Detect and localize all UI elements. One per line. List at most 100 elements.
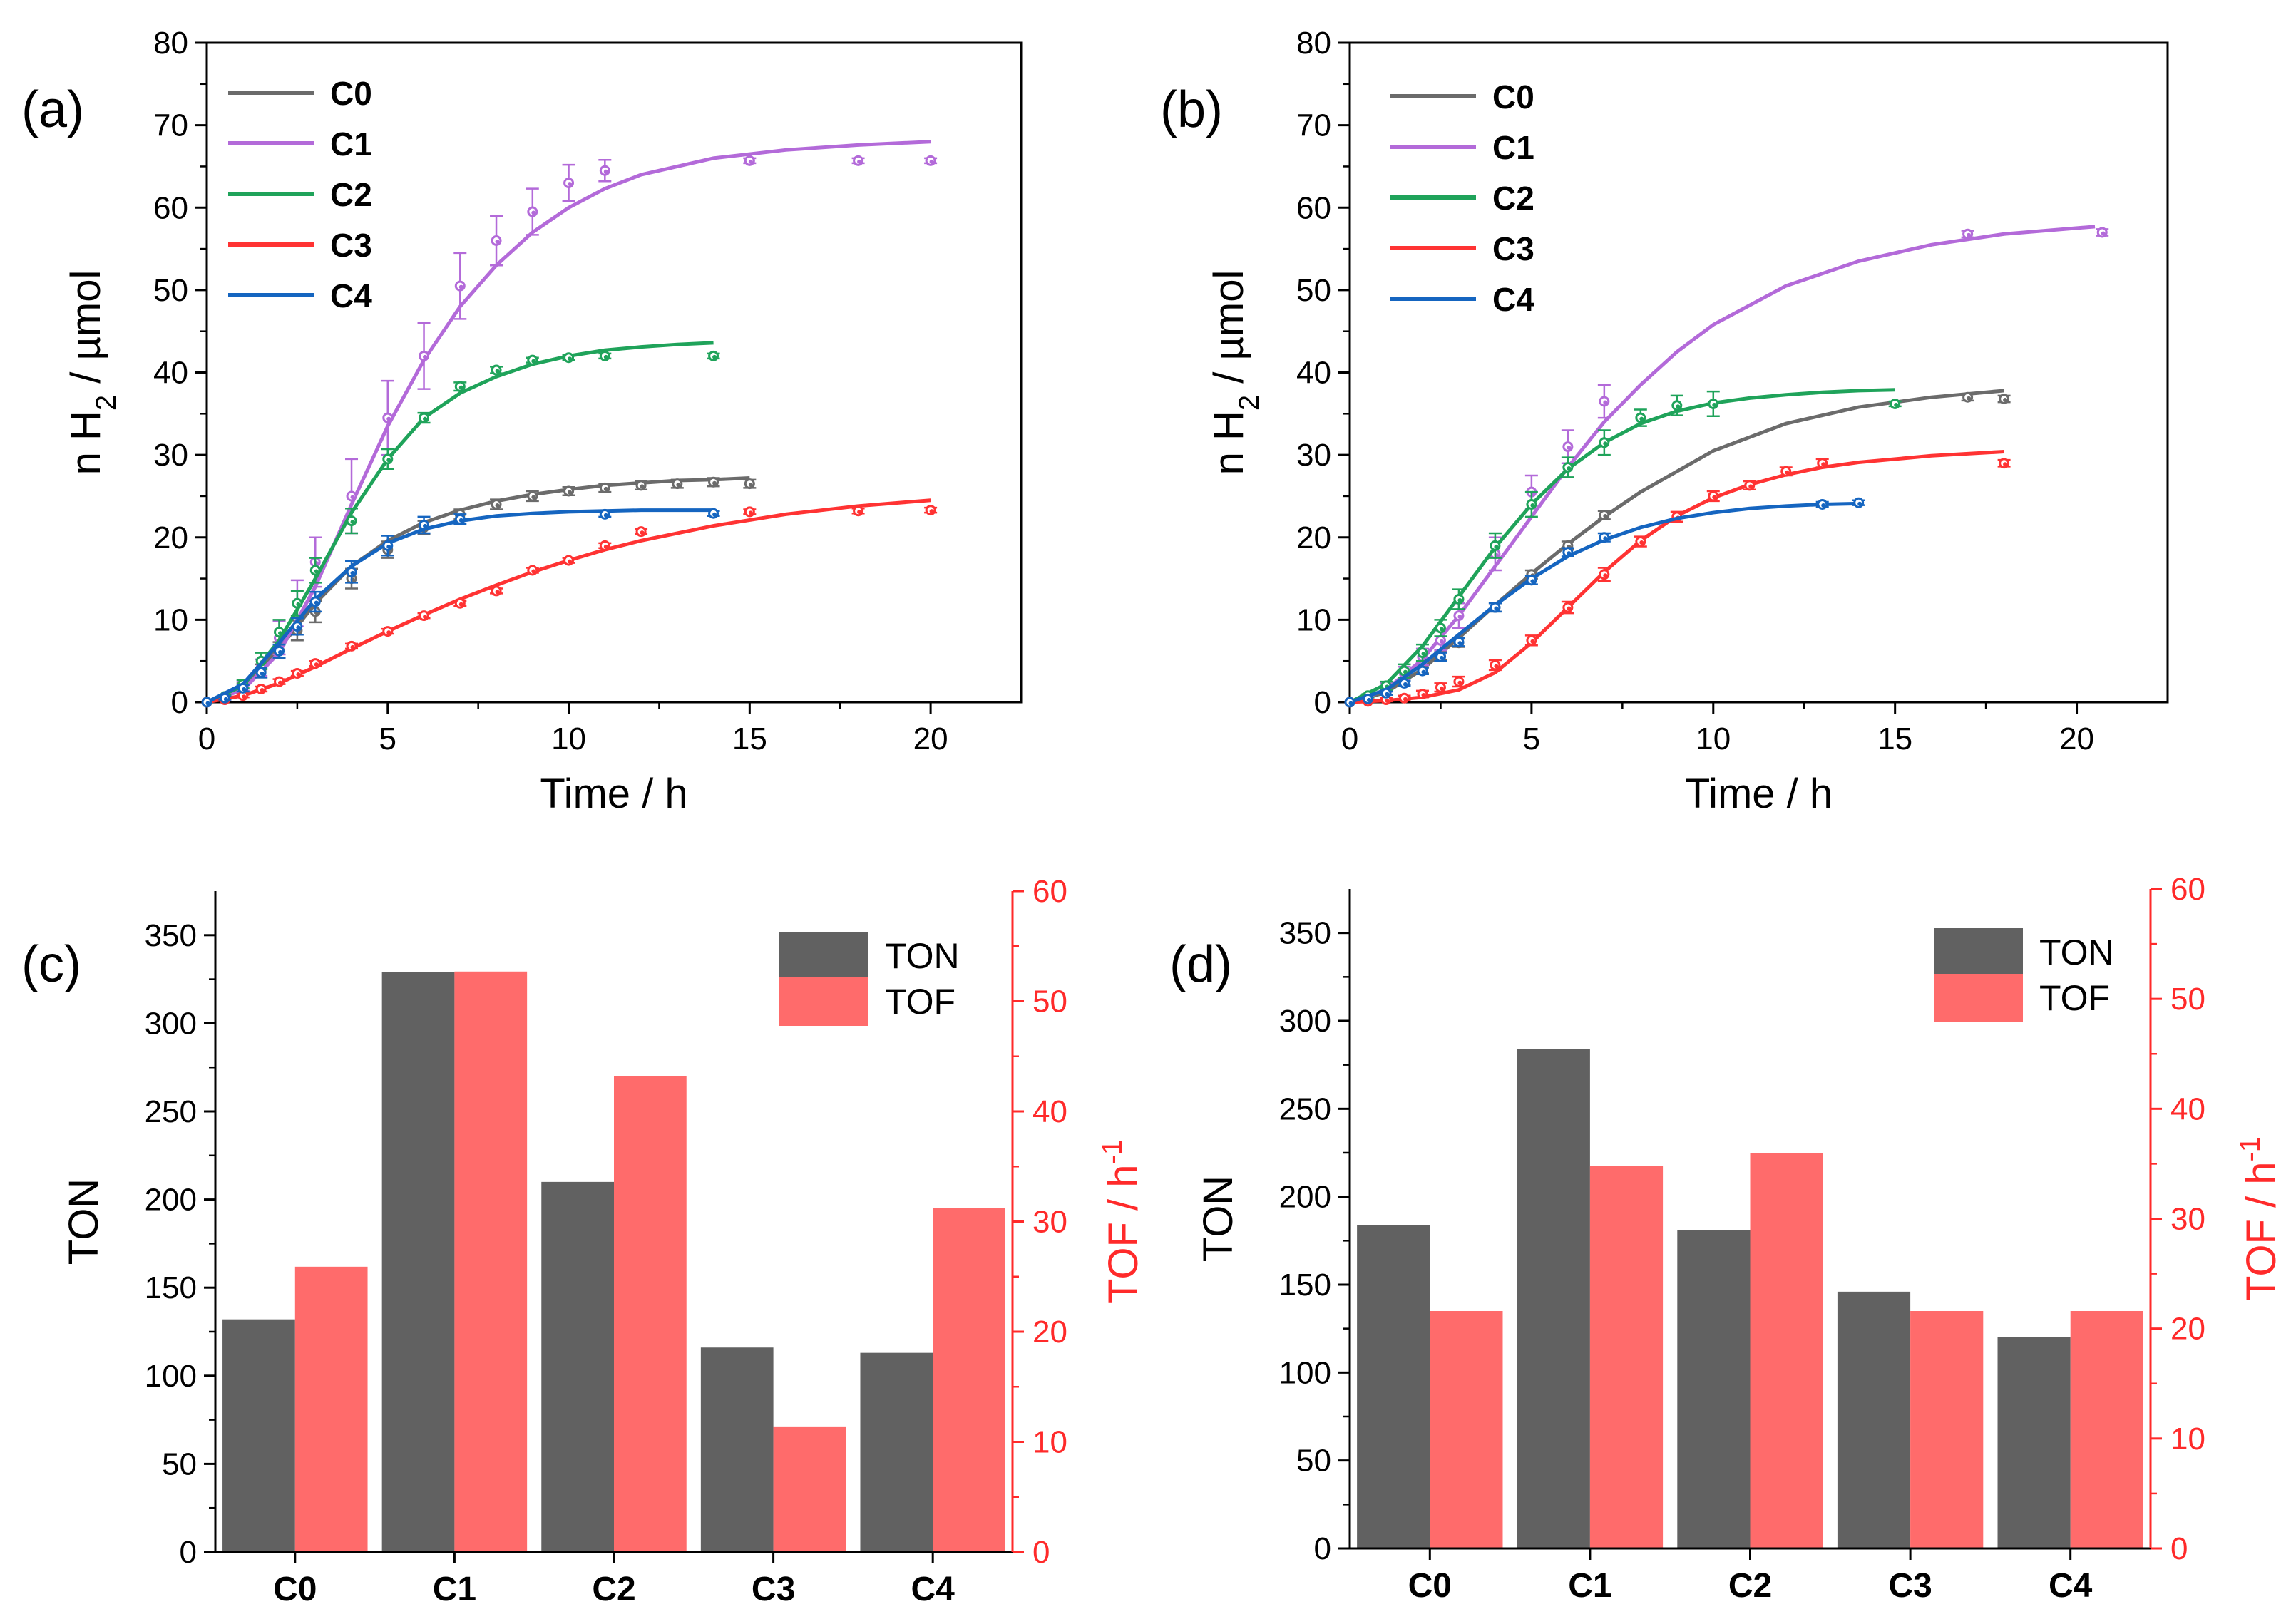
data-point-fill (314, 569, 319, 574)
data-point-fill (712, 480, 717, 485)
bar-TON-C0 (1357, 1225, 1430, 1548)
y-axis-label-main: n H (1206, 411, 1252, 475)
data-point-fill (278, 649, 283, 654)
y2-tick-label: 10 (2170, 1422, 2205, 1456)
series-C3: C3 (1344, 230, 2011, 708)
data-point-fill (260, 688, 265, 692)
legend-label-C1: C1 (1492, 129, 1534, 166)
data-point-fill (1639, 540, 1644, 545)
category-label-C4: C4 (2049, 1567, 2093, 1605)
panel-label: (a) (21, 81, 84, 138)
x-tick-label: 0 (1341, 721, 1358, 756)
data-point-fill (1403, 669, 1408, 674)
y2-tick-label: 20 (1032, 1315, 1067, 1350)
data-point-fill (1603, 514, 1608, 519)
bar-TOF-C1 (1589, 1166, 1664, 1548)
data-point-fill (1457, 615, 1462, 620)
y2-tick-label: 20 (2170, 1312, 2205, 1347)
data-point-fill (1385, 699, 1390, 704)
bar-TON-C4 (1997, 1337, 2071, 1548)
y-tick-label: 10 (153, 602, 188, 637)
panel-label: (c) (21, 936, 81, 993)
data-point-fill (748, 483, 753, 488)
data-point-fill (1894, 402, 1899, 407)
legend-swatch-TON (1934, 928, 2023, 977)
x-tick-label: 5 (379, 721, 396, 756)
x-axis-label: Time / h (540, 771, 687, 817)
bar-TOF-C2 (1750, 1153, 1823, 1548)
data-point-fill (350, 520, 355, 525)
data-point-fill (1967, 396, 1972, 401)
y2-axis-label-sup: -1 (1097, 1139, 1128, 1165)
y-tick-label: 20 (1296, 520, 1331, 555)
data-point-fill (386, 416, 391, 421)
data-point-fill (2003, 398, 2008, 402)
legend-label-C4: C4 (1492, 281, 1534, 318)
data-point-fill (1457, 680, 1462, 685)
series-C4: C4 (1344, 281, 1865, 708)
bar-TOF-C3 (1910, 1311, 1984, 1548)
data-point-fill (386, 544, 391, 549)
data-point-fill (1567, 551, 1572, 556)
data-point-fill (1821, 462, 1826, 467)
data-point-fill (1403, 682, 1408, 687)
data-point-fill (495, 590, 500, 595)
data-point-fill (495, 369, 500, 374)
y-tick-label: 50 (162, 1446, 197, 1481)
legend-label-C2: C2 (330, 176, 372, 213)
y2-tick-label: 30 (2170, 1202, 2205, 1237)
data-point-fill (748, 159, 753, 164)
y-axis-label: n H2 / µmol (1206, 270, 1265, 476)
y-tick-label: 50 (1296, 273, 1331, 308)
category-label-C4: C4 (911, 1571, 955, 1608)
y-tick-label: 200 (1279, 1180, 1331, 1215)
category-label-C1: C1 (433, 1571, 476, 1608)
data-point-fill (1530, 639, 1535, 644)
data-point-fill (1603, 400, 1608, 405)
data-point-fill (1439, 639, 1444, 644)
y-axis-label-rest: / µmol (63, 270, 109, 395)
x-tick-label: 15 (1877, 721, 1912, 756)
data-point-fill (223, 697, 228, 701)
data-point-fill (2003, 462, 2008, 467)
data-point-fill (278, 680, 283, 685)
data-point-fill (1421, 652, 1426, 657)
data-point-fill (857, 510, 862, 515)
series-C3: C3 (201, 227, 938, 708)
data-point-fill (640, 530, 645, 535)
bar-TON-C2 (1677, 1230, 1751, 1548)
panel-1: 0 5 10 15 20 0 10 20 30 40 50 60 70 80 Time / h n H2 / … (1160, 26, 2169, 817)
y-tick-label: 150 (145, 1270, 197, 1305)
bar-TOF-C0 (1430, 1311, 1503, 1548)
data-point-fill (458, 602, 463, 607)
y-axis-label-sub: 2 (91, 395, 122, 411)
bar-TON-C0 (222, 1319, 295, 1552)
data-point-fill (568, 559, 573, 564)
data-point-fill (350, 495, 355, 500)
data-point-fill (1785, 470, 1790, 475)
bar-TON-C1 (381, 972, 455, 1552)
y2-tick-label: 50 (2170, 982, 2205, 1017)
data-point-fill (1639, 416, 1644, 421)
data-point-fill (1457, 641, 1462, 646)
data-point-fill (1821, 503, 1826, 508)
x-tick-label: 20 (913, 721, 948, 756)
category-label-C0: C0 (273, 1571, 317, 1608)
y2-axis-label-main: TOF / h (1100, 1165, 1147, 1305)
x-tick-label: 10 (551, 721, 586, 756)
data-point-fill (1421, 669, 1426, 674)
y-tick-label: 40 (153, 356, 188, 391)
bar-TON-C1 (1517, 1049, 1590, 1548)
y2-axis-label-sup: -1 (2235, 1136, 2266, 1162)
data-point-fill (458, 385, 463, 390)
y2-tick-label: 0 (2170, 1531, 2188, 1566)
data-point-fill (603, 354, 608, 359)
data-point-fill (1439, 627, 1444, 632)
data-point-fill (1494, 544, 1499, 549)
data-point-fill (1439, 655, 1444, 660)
y-tick-label: 300 (1279, 1004, 1331, 1039)
data-point-fill (1603, 536, 1608, 541)
y2-tick-label: 60 (1032, 874, 1067, 909)
data-point-fill (1603, 573, 1608, 578)
data-point-fill (568, 490, 573, 495)
